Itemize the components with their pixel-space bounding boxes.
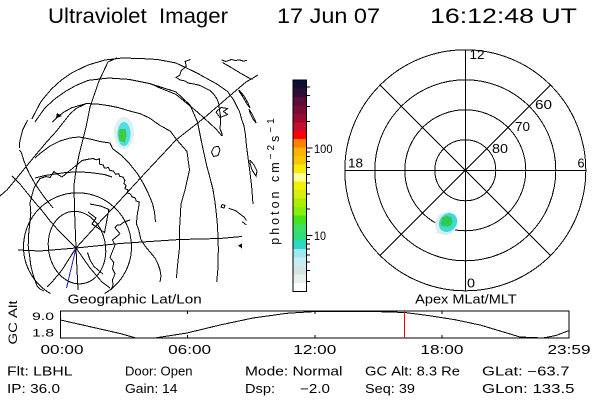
svg-text:−2.0: −2.0: [300, 382, 330, 396]
svg-text:Seq: 39: Seq: 39: [365, 382, 415, 396]
svg-text:06:00: 06:00: [168, 343, 211, 357]
svg-text:GLat: −63.7: GLat: −63.7: [482, 365, 570, 379]
svg-text:Gain: 14: Gain: 14: [125, 382, 178, 396]
svg-text:17 Jun 07: 17 Jun 07: [277, 5, 380, 28]
svg-text:1.8: 1.8: [32, 327, 54, 339]
svg-text:IP: 36.0: IP: 36.0: [7, 382, 60, 396]
svg-text:16:12:48 UT: 16:12:48 UT: [430, 5, 577, 28]
svg-text:Ultraviolet Imager: Ultraviolet Imager: [48, 5, 228, 28]
svg-text:18: 18: [348, 157, 363, 171]
svg-text:GLon: 133.5: GLon: 133.5: [482, 382, 575, 396]
svg-text:photon cm−2s−1: photon cm−2s−1: [266, 115, 282, 244]
svg-text:Door: Open: Door: Open: [125, 365, 193, 379]
svg-text:GC Alt: GC Alt: [6, 300, 20, 345]
svg-text:70: 70: [515, 120, 530, 134]
svg-text:0: 0: [467, 277, 475, 291]
svg-text:Flt: LBHL: Flt: LBHL: [7, 365, 73, 379]
svg-text:00:00: 00:00: [41, 343, 84, 357]
svg-text:100: 100: [314, 144, 333, 156]
svg-text:60: 60: [535, 98, 552, 112]
svg-text:Apex MLat/MLT: Apex MLat/MLT: [415, 292, 517, 307]
svg-text:9.0: 9.0: [32, 311, 54, 323]
svg-text:80: 80: [492, 142, 508, 156]
svg-text:Mode: Normal: Mode: Normal: [245, 365, 343, 379]
svg-text:10: 10: [314, 231, 326, 243]
svg-text:Geographic Lat/Lon: Geographic Lat/Lon: [68, 292, 202, 307]
svg-text:18:00: 18:00: [420, 343, 463, 357]
svg-text:6: 6: [578, 157, 585, 171]
svg-text:23:59: 23:59: [548, 343, 591, 357]
svg-text:12: 12: [470, 48, 485, 62]
svg-text:Dsp:: Dsp:: [245, 382, 275, 396]
svg-text:12:00: 12:00: [293, 343, 336, 357]
svg-text:GC Alt: 8.3 Re: GC Alt: 8.3 Re: [365, 365, 460, 379]
